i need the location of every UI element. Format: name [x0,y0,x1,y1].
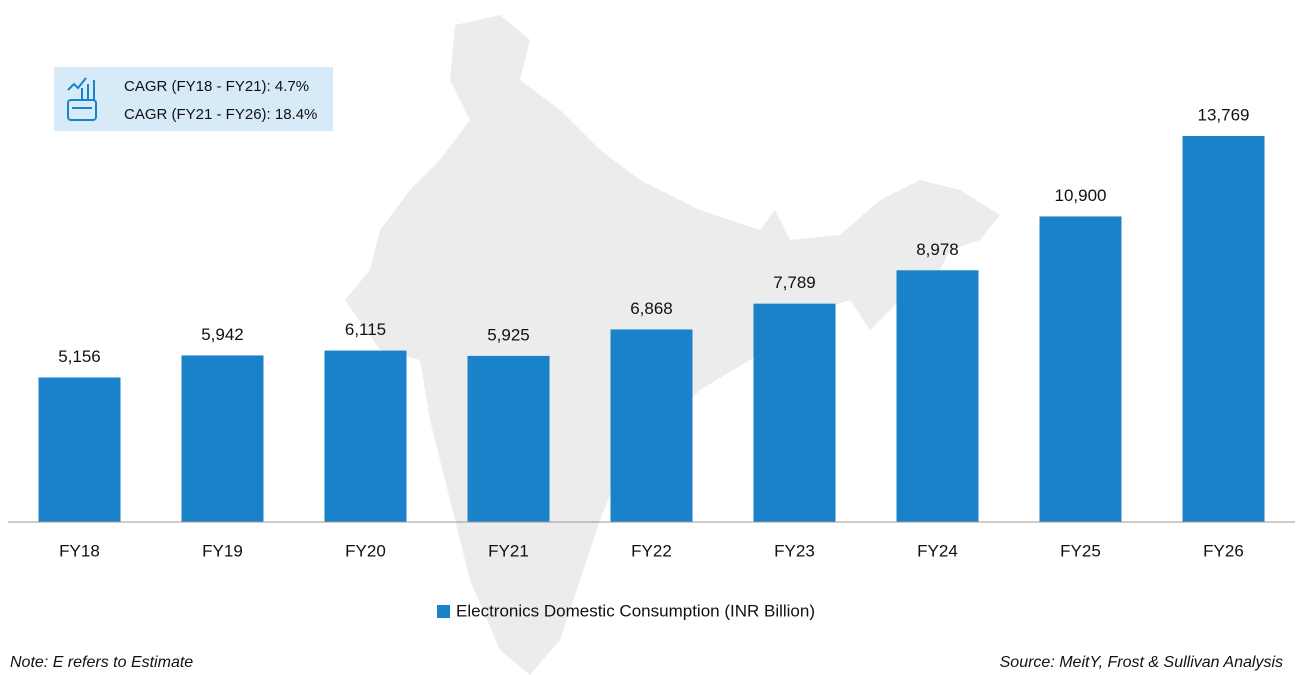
legend-label: Electronics Domestic Consumption (INR Bi… [456,601,815,620]
x-tick-label: FY22 [631,541,672,560]
x-tick-label: FY20 [345,541,386,560]
x-tick-label: FY18 [59,541,100,560]
bar [610,329,693,522]
x-tick-label: FY23 [774,541,815,560]
value-label: 7,789 [773,273,816,292]
x-tick-label: FY21 [488,541,529,560]
x-tick-label: FY26 [1203,541,1244,560]
x-tick-label: FY19 [202,541,243,560]
value-label: 5,942 [201,325,244,344]
value-label: 10,900 [1055,186,1107,205]
source: Source: MeitY, Frost & Sullivan Analysis [1000,654,1283,671]
note: Note: E refers to Estimate [10,654,193,671]
annotation: CAGR (FY18 - FY21): 4.7% [124,78,309,95]
bar [896,270,979,522]
value-label: 5,156 [58,347,101,366]
value-label: 13,769 [1198,105,1250,124]
x-tick-label: FY25 [1060,541,1101,560]
bar [753,303,836,522]
annotation-box [54,67,333,131]
x-tick-label: FY24 [917,541,958,560]
legend-swatch [437,605,450,618]
bar [467,355,550,522]
bar [181,355,264,522]
bar [38,377,121,522]
annotation: CAGR (FY21 - FY26): 18.4% [124,106,317,123]
value-label: 6,115 [345,320,386,339]
value-label: 6,868 [630,299,673,318]
value-label: 5,925 [487,325,530,344]
bar [1039,216,1122,523]
icon [67,77,97,121]
bar [1182,136,1265,522]
value-label: 8,978 [916,240,959,259]
bar [324,350,407,522]
